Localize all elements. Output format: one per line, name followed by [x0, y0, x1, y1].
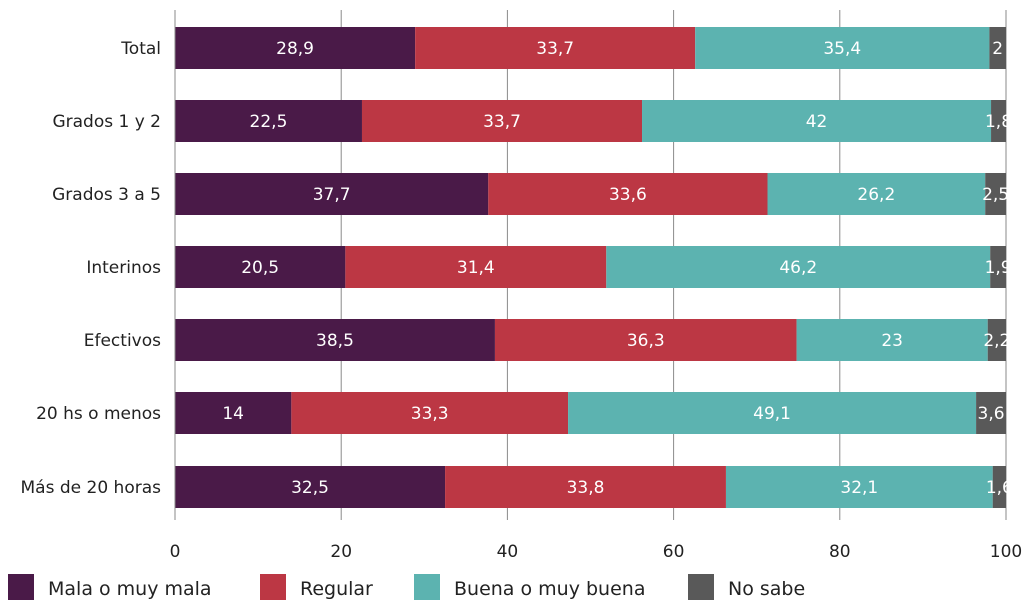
data-label: 35,4 — [823, 39, 861, 59]
legend: Mala o muy mala Regular Buena o muy buena N… — [8, 574, 805, 600]
bar-segment — [767, 173, 986, 215]
x-tick-label: 40 — [497, 542, 519, 562]
data-label: 49,1 — [753, 404, 791, 424]
data-label: 20,5 — [241, 258, 279, 278]
legend-swatch — [688, 574, 714, 600]
bar-segment — [175, 466, 446, 508]
bar-segment — [175, 27, 416, 69]
data-label: 1,9 — [985, 258, 1012, 278]
data-label: 2,2 — [983, 331, 1010, 351]
data-label: 26,2 — [857, 185, 895, 205]
data-label: 14 — [222, 404, 244, 424]
data-label: 33,3 — [411, 404, 449, 424]
bar-segment — [725, 466, 993, 508]
data-label: 1,6 — [986, 478, 1013, 498]
category-label: Grados 3 a 5 — [52, 185, 161, 205]
data-label: 38,5 — [316, 331, 354, 351]
bar-segment — [568, 392, 977, 434]
data-label: 1,8 — [985, 112, 1012, 132]
x-tick-label: 20 — [330, 542, 352, 562]
data-label: 46,2 — [779, 258, 817, 278]
legend-swatch — [260, 574, 286, 600]
legend-label: Mala o muy mala — [48, 578, 212, 600]
bar-segment — [175, 173, 489, 215]
bar-segment — [796, 319, 988, 361]
bar-segment — [992, 466, 1006, 508]
category-label: Total — [120, 39, 161, 59]
x-tick-label: 0 — [170, 542, 181, 562]
data-label: 3,6 — [978, 404, 1005, 424]
bar-segment — [976, 392, 1006, 434]
bar-segment — [991, 100, 1006, 142]
category-label: Efectivos — [84, 331, 161, 351]
legend-swatch — [8, 574, 34, 600]
data-label: 28,9 — [276, 39, 314, 59]
data-label: 32,1 — [840, 478, 878, 498]
data-label: 33,7 — [536, 39, 574, 59]
bar-segment — [175, 392, 292, 434]
category-label: Interinos — [86, 258, 161, 278]
data-label: 31,4 — [457, 258, 495, 278]
bar-segment — [361, 100, 643, 142]
category-labels: Total Grados 1 y 2 Grados 3 a 5 Interinos Ef… — [21, 39, 162, 498]
bar-segment — [175, 246, 346, 288]
category-label: Más de 20 horas — [21, 478, 162, 498]
bar-segment — [989, 27, 1006, 69]
x-axis: 0 20 40 60 80 100 — [170, 10, 1022, 562]
data-label: 33,6 — [609, 185, 647, 205]
x-tick-label: 60 — [663, 542, 685, 562]
bar-segment — [415, 27, 696, 69]
legend-swatch — [414, 574, 440, 600]
data-label: 42 — [806, 112, 828, 132]
data-label: 33,7 — [483, 112, 521, 132]
bar-segment — [494, 319, 797, 361]
x-tick-label: 100 — [990, 542, 1022, 562]
data-label: 37,7 — [313, 185, 351, 205]
bar-segment — [445, 466, 726, 508]
bar-segment — [175, 100, 362, 142]
data-label: 33,8 — [567, 478, 605, 498]
data-label: 23 — [881, 331, 903, 351]
bar-segment — [345, 246, 607, 288]
data-label: 32,5 — [291, 478, 329, 498]
legend-label: Buena o muy buena — [454, 578, 645, 600]
legend-label: Regular — [300, 578, 373, 600]
bar-segment — [987, 319, 1006, 361]
data-label: 2,5 — [982, 185, 1009, 205]
x-tick-label: 80 — [829, 542, 851, 562]
bar-segment — [990, 246, 1006, 288]
data-label: 2 — [992, 39, 1003, 59]
data-label: 36,3 — [627, 331, 665, 351]
category-label: Grados 1 y 2 — [52, 112, 161, 132]
bar-segment — [695, 27, 990, 69]
bars: 28,9 33,7 35,4 2 22,5 33,7 42 1,8 37,7 33,6 26,2 2,… — [175, 27, 1013, 508]
bar-segment — [985, 173, 1006, 215]
category-label: 20 hs o menos — [36, 404, 161, 424]
legend-label: No sabe — [728, 578, 805, 600]
bar-segment — [291, 392, 569, 434]
bar-segment — [642, 100, 992, 142]
data-label: 22,5 — [250, 112, 288, 132]
bar-segment — [606, 246, 991, 288]
bar-segment — [175, 319, 495, 361]
bar-segment — [488, 173, 768, 215]
